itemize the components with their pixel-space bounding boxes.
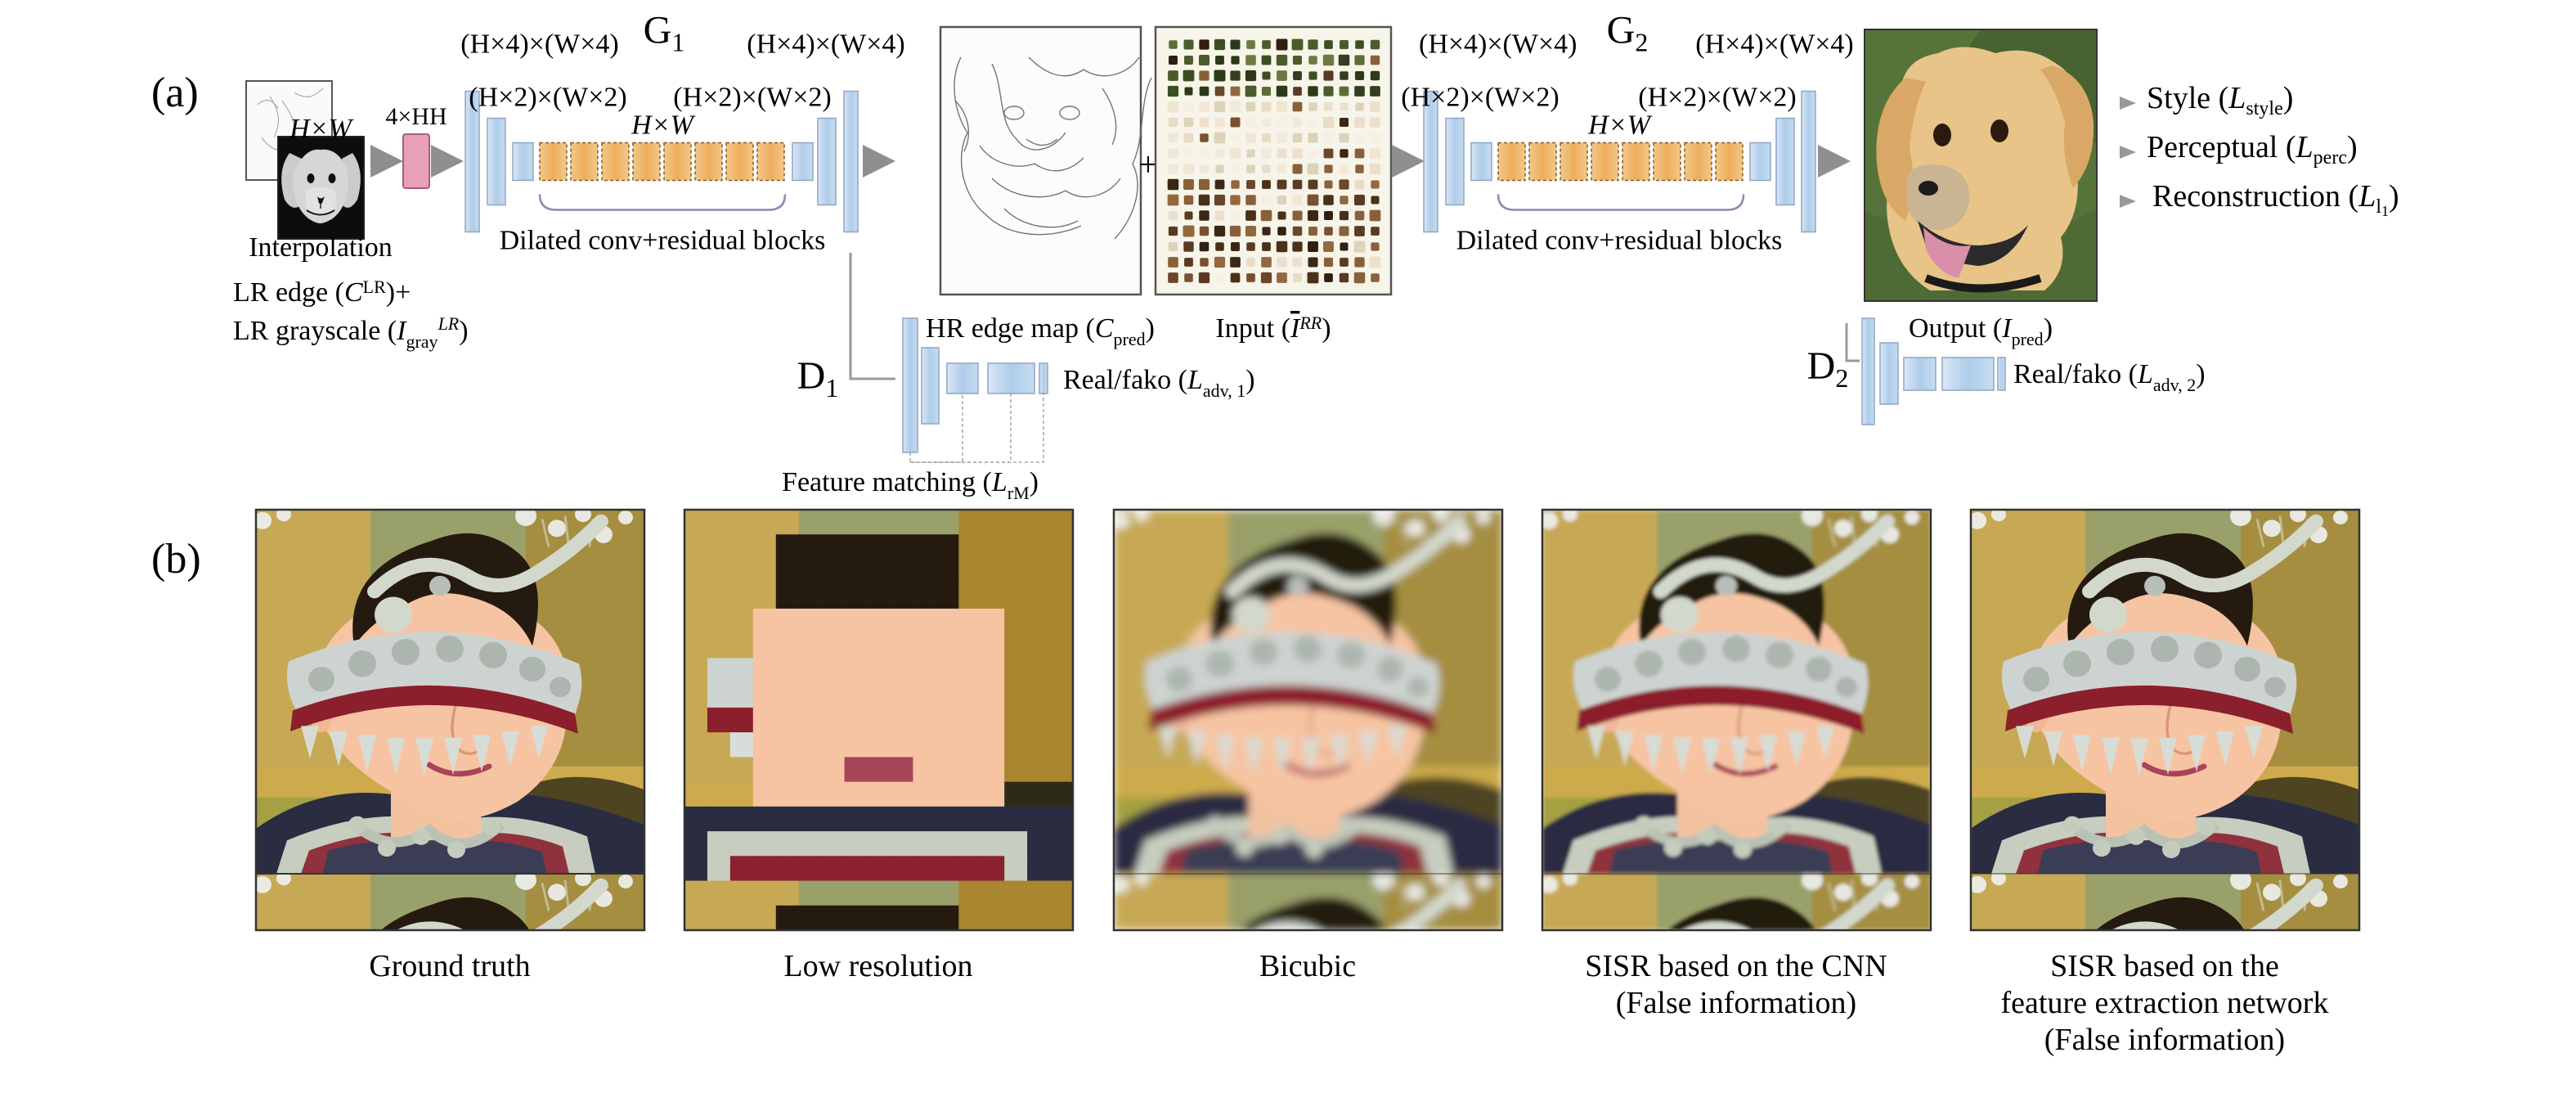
svg-text:(b): (b) [151,536,201,582]
svg-text:(H×2)×(W×2): (H×2)×(W×2) [1638,83,1796,113]
svg-text:4×HH: 4×HH [385,103,447,130]
svg-text:Low resolution: Low resolution [783,949,972,983]
svg-text:(H×2)×(W×2): (H×2)×(W×2) [469,83,626,113]
svg-text:(H×2)×(W×2): (H×2)×(W×2) [673,83,831,113]
svg-text:H×W: H×W [289,114,353,144]
svg-text:(a): (a) [151,70,199,116]
svg-text:Interpolation: Interpolation [249,232,393,263]
svg-text:Reconstruction (Ll1): Reconstruction (Ll1) [2152,179,2399,219]
svg-text:(H×2)×(W×2): (H×2)×(W×2) [1401,83,1559,113]
svg-text:Dilated conv+residual blocks: Dilated conv+residual blocks [500,226,826,256]
svg-text:(H×4)×(W×4): (H×4)×(W×4) [1695,29,1853,60]
svg-text:(H×4)×(W×4): (H×4)×(W×4) [1419,29,1577,60]
svg-text:feature extraction network: feature extraction network [2001,986,2329,1020]
svg-text:(False information): (False information) [2044,1023,2285,1057]
svg-text:SISR based on the: SISR based on the [2050,949,2279,983]
svg-text:Ground truth: Ground truth [369,949,530,983]
svg-text:H×W: H×W [1587,110,1652,141]
svg-text:SISR based on the CNN: SISR based on the CNN [1585,949,1887,983]
svg-text:Bicubic: Bicubic [1259,949,1356,983]
svg-text:(H×4)×(W×4): (H×4)×(W×4) [460,29,618,60]
svg-text:Dilated conv+residual blocks: Dilated conv+residual blocks [1456,226,1783,256]
svg-text:(H×4)×(W×4): (H×4)×(W×4) [747,29,904,60]
svg-text:H×W: H×W [631,110,695,141]
svg-text:(False information): (False information) [1616,986,1856,1020]
